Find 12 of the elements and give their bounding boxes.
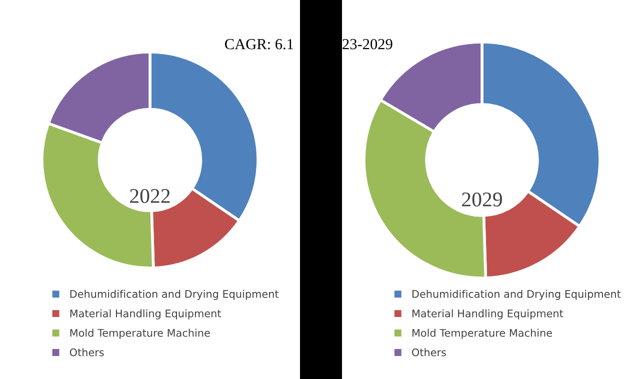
legend-label: Material Handling Equipment (70, 309, 221, 320)
text: 23-2029 (342, 38, 392, 50)
text: 2022 (130, 188, 170, 204)
text: CAGR: 6.1 (225, 39, 294, 50)
legend-label: Others (70, 348, 104, 356)
text: 2029 (462, 192, 502, 207)
legend-label: Others (412, 348, 446, 356)
legend-label: Dehumidification and Drying Equipment (412, 290, 621, 300)
legend-label: Mold Temperature Machine (412, 328, 552, 339)
legend-label: Material Handling Equipment (412, 309, 564, 320)
legend-label: Mold Temperature Machine (70, 328, 210, 339)
legend-label: Dehumidification and Drying Equipment (70, 290, 279, 300)
